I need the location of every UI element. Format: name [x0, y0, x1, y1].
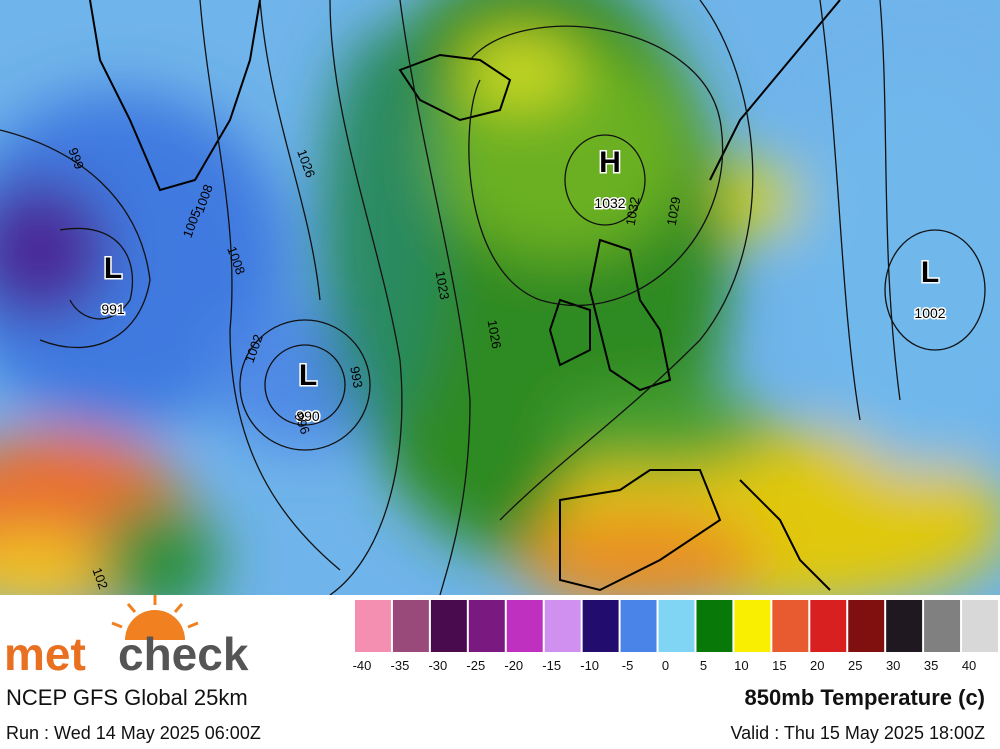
scale-swatch [886, 600, 923, 652]
system-letter: H [599, 146, 621, 179]
coastlines [89, 0, 841, 592]
logo-text-b: check [118, 628, 249, 680]
scale-swatch [392, 600, 429, 652]
isobar-label: 1032 [623, 196, 643, 227]
scale-tick-label: 35 [924, 658, 938, 673]
system-pressure: 1002 [914, 305, 945, 321]
scale-swatch [430, 600, 467, 652]
scale-swatch [658, 600, 695, 652]
scale-tick-label: -5 [622, 658, 634, 673]
isobars [0, 0, 986, 595]
scale-swatch [544, 600, 581, 652]
scale-tick-label: 5 [700, 658, 707, 673]
isobar-label: 996 [291, 411, 313, 437]
logo-text-a: met [4, 628, 86, 680]
system-pressure: 1032 [594, 195, 625, 211]
scale-swatch [734, 600, 771, 652]
system-letter: L [299, 359, 317, 392]
scale-swatch [355, 600, 391, 652]
system-letter: L [921, 256, 939, 289]
system-letter: L [104, 252, 122, 285]
scale-tick-label: -25 [466, 658, 485, 673]
scale-swatch [468, 600, 505, 652]
isobar-label: 1029 [664, 196, 684, 227]
scale-tick-label: -10 [580, 658, 599, 673]
scale-tick-label: 40 [962, 658, 976, 673]
isobar-label: 1026 [485, 319, 505, 350]
scale-swatch [582, 600, 619, 652]
scale-tick-label: 25 [848, 658, 862, 673]
footer: met check NCEP GFS Global 25km Run : Wed… [0, 595, 1000, 749]
scale-tick-label: 10 [734, 658, 748, 673]
map: H1032L991L990L10029991005100810261023102… [0, 0, 1000, 595]
scale-swatch [848, 600, 885, 652]
valid-time: Valid : Thu 15 May 2025 18:00Z [731, 723, 986, 743]
scale-tick-label: -30 [428, 658, 447, 673]
scale-tick-label: -20 [504, 658, 523, 673]
model-name: NCEP GFS Global 25km [6, 685, 248, 710]
scale-tick-label: 20 [810, 658, 824, 673]
system-pressure: 990 [296, 408, 320, 424]
scale-swatch [962, 600, 998, 652]
logo: met check [4, 595, 249, 680]
isobar-label: 993 [347, 365, 366, 389]
isobar-label: 1023 [433, 270, 453, 301]
scale-tick-label: -40 [353, 658, 372, 673]
scale-tick-label: 15 [772, 658, 786, 673]
parameter: 850mb Temperature (c) [745, 685, 985, 710]
scale-swatch [924, 600, 961, 652]
scale-swatch [620, 600, 657, 652]
isobar-label: 102 [89, 566, 111, 592]
temperature-field [0, 0, 1000, 595]
scale-tick-label: 30 [886, 658, 900, 673]
system-pressure: 991 [101, 301, 125, 317]
scale-tick-label: 0 [662, 658, 669, 673]
scale-tick-label: -35 [391, 658, 410, 673]
scale-tick-label: -15 [542, 658, 561, 673]
scale-swatch [772, 600, 809, 652]
run-time: Run : Wed 14 May 2025 06:00Z [6, 723, 261, 743]
scale-swatch [506, 600, 543, 652]
isobar-label: 999 [65, 146, 87, 172]
scale-swatch [810, 600, 847, 652]
scale-swatch [696, 600, 733, 652]
